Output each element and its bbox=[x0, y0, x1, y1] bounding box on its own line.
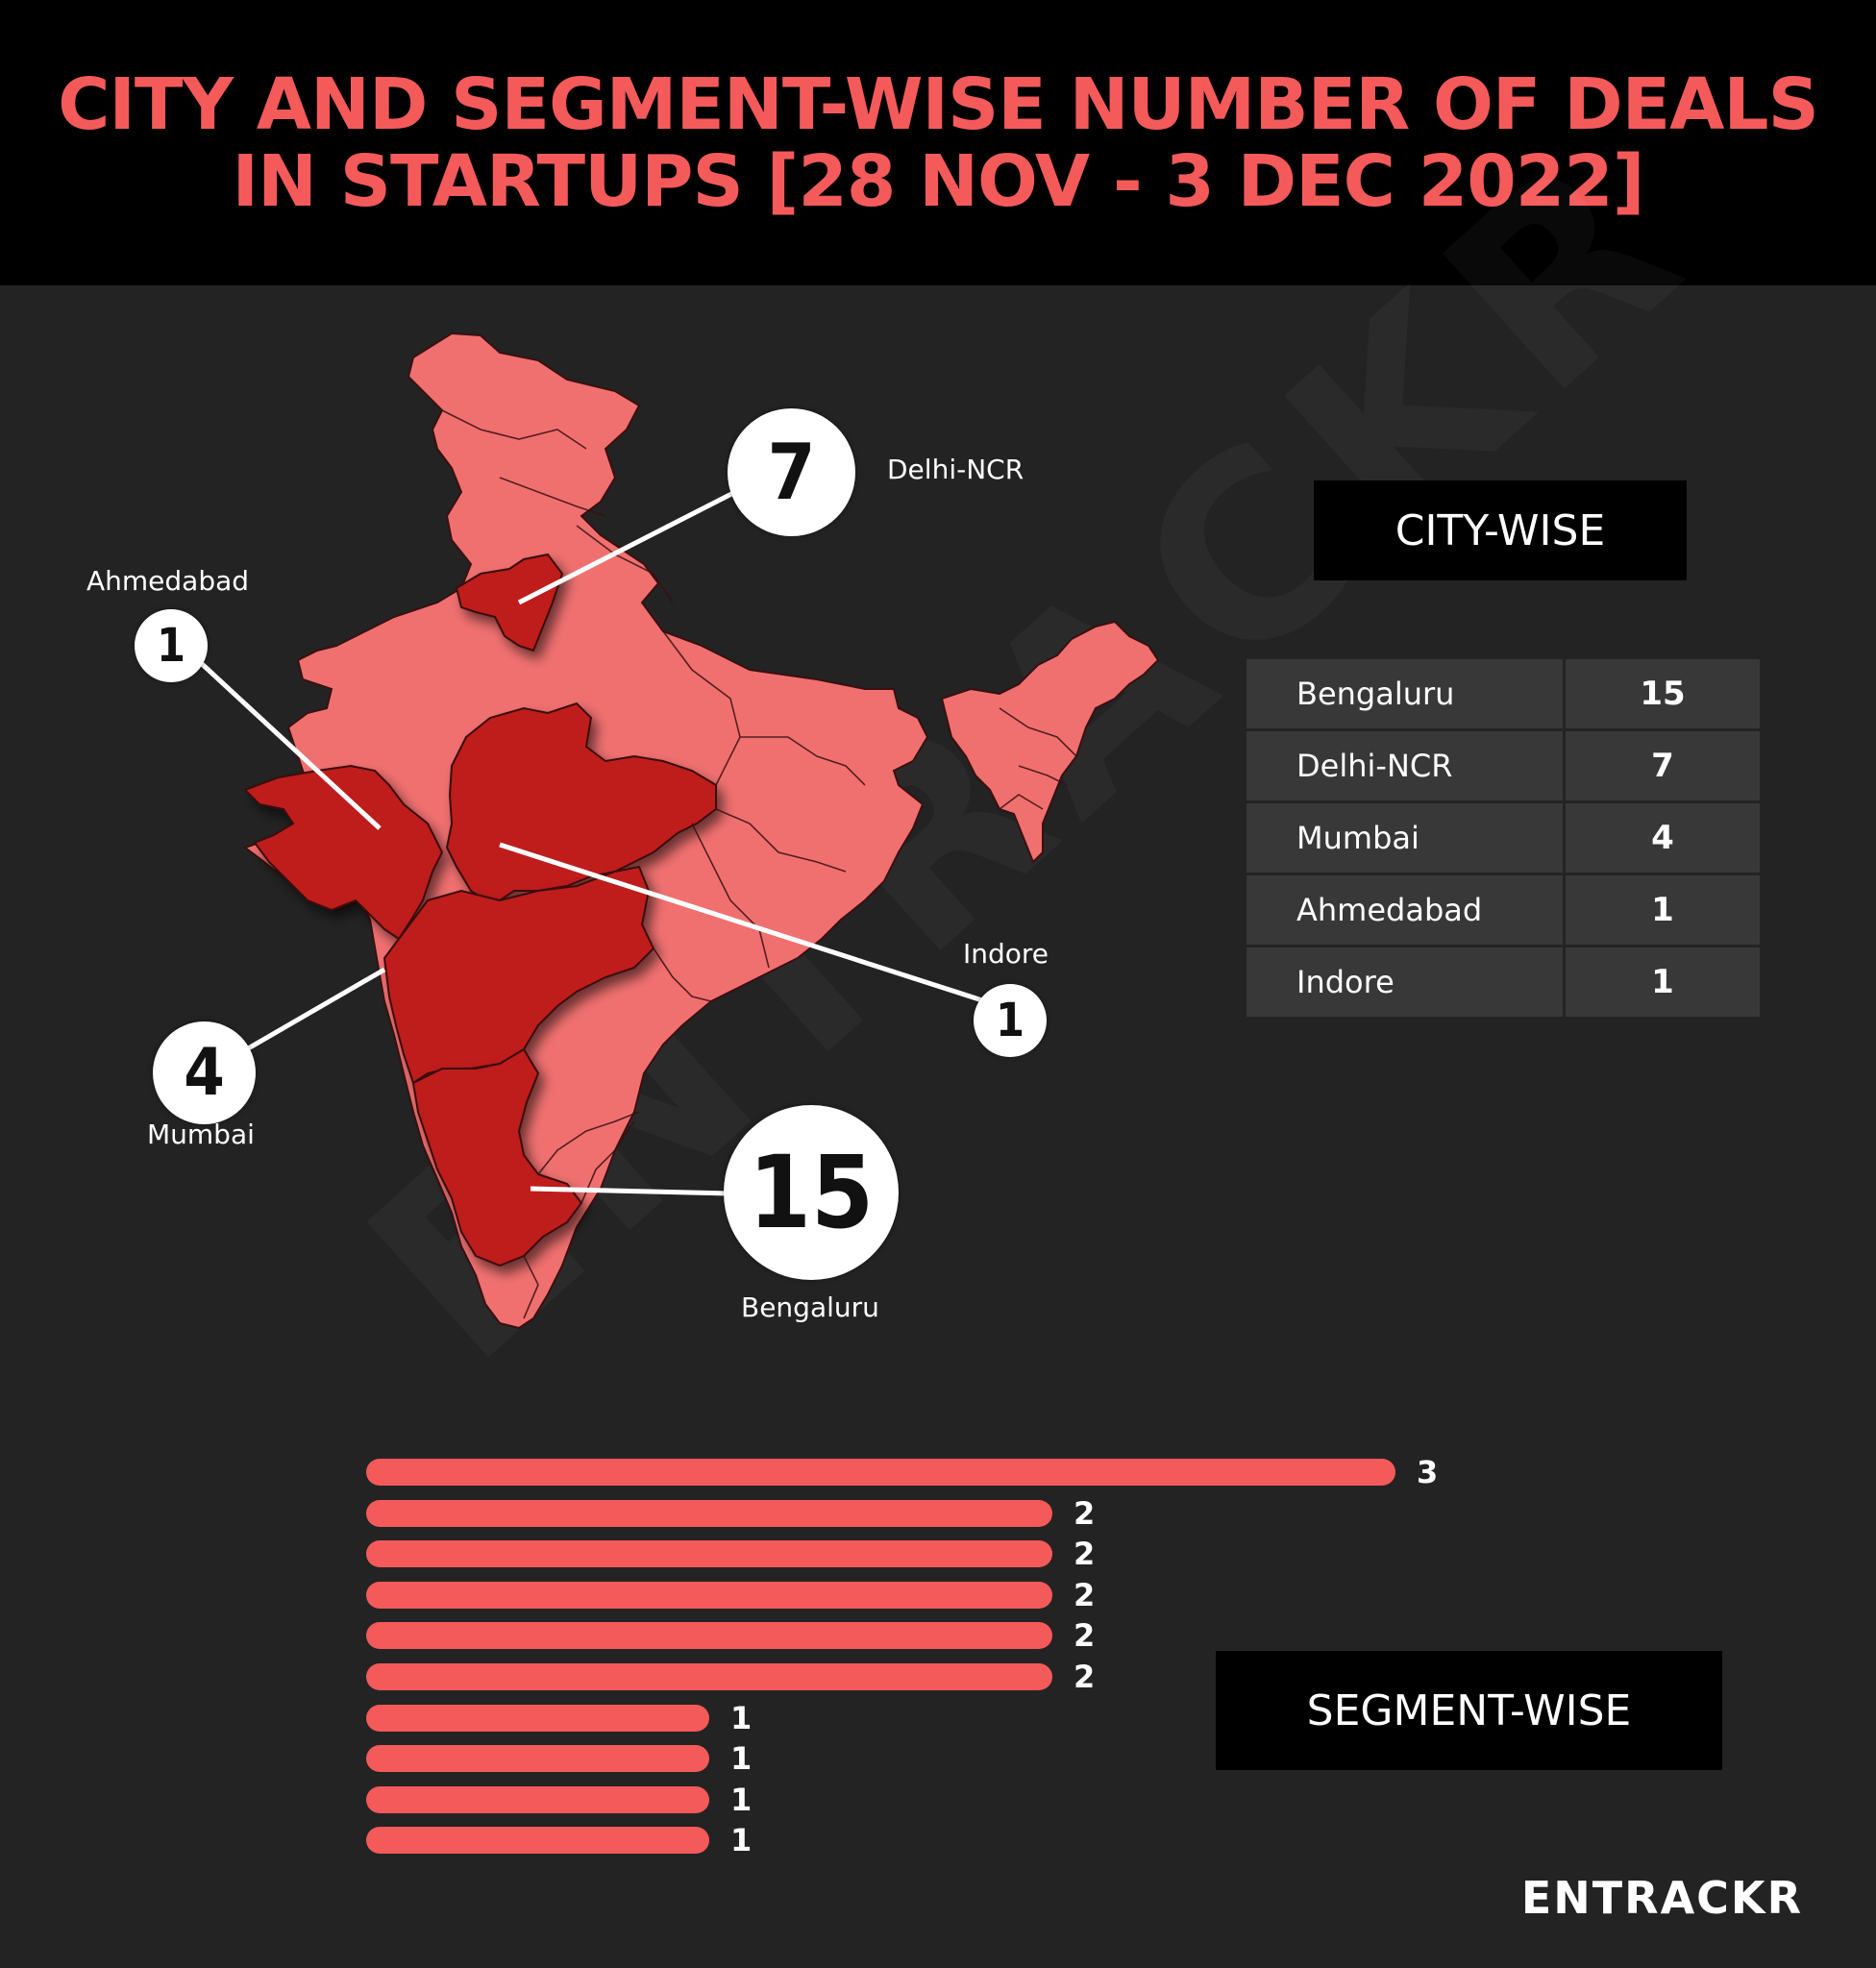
bubble-delhi-ncr: 7 bbox=[728, 408, 855, 536]
bar-value-label: 2 bbox=[1074, 1659, 1096, 1695]
bar bbox=[366, 1581, 1052, 1609]
bar bbox=[366, 1459, 1395, 1486]
label-indore: Indore bbox=[963, 938, 1049, 970]
title-line-2: IN STARTUPS [28 NOV - 3 DEC 2022] bbox=[232, 140, 1644, 223]
table-row: Indore 1 bbox=[1247, 947, 1760, 1017]
label-mumbai: Mumbai bbox=[147, 1119, 255, 1150]
bar-value-label: 2 bbox=[1074, 1494, 1096, 1532]
city-count: 7 bbox=[1566, 731, 1760, 800]
bubble-indore: 1 bbox=[974, 984, 1047, 1057]
bar bbox=[366, 1745, 709, 1773]
city-name: Bengaluru bbox=[1247, 659, 1563, 728]
city-count: 4 bbox=[1566, 803, 1760, 873]
table-row: Bengaluru 15 bbox=[1247, 659, 1760, 728]
india-map bbox=[198, 332, 1160, 1330]
bar-value-label: 2 bbox=[1074, 1576, 1096, 1613]
label-bengaluru: Bengaluru bbox=[741, 1292, 879, 1323]
bar bbox=[366, 1827, 709, 1855]
city-name: Indore bbox=[1247, 947, 1563, 1017]
bar bbox=[366, 1785, 709, 1813]
state-borders bbox=[441, 409, 1077, 1319]
city-count: 15 bbox=[1566, 659, 1760, 728]
bubble-ahmedabad: 1 bbox=[135, 609, 208, 682]
header: CITY AND SEGMENT-WISE NUMBER OF DEALS IN… bbox=[0, 0, 1876, 285]
bar-value-label: 2 bbox=[1074, 1617, 1096, 1655]
title-line-1: CITY AND SEGMENT-WISE NUMBER OF DEALS bbox=[58, 63, 1819, 146]
table-row: Ahmedabad 1 bbox=[1247, 875, 1760, 945]
city-wise-table: Bengaluru 15 Delhi-NCR 7 Mumbai 4 Ahmeda… bbox=[1247, 659, 1760, 1020]
table-row: Delhi-NCR 7 bbox=[1247, 731, 1760, 800]
pointer-ahmedabad bbox=[198, 660, 382, 830]
bar-value-label: 3 bbox=[1417, 1454, 1439, 1490]
bar bbox=[366, 1540, 1052, 1568]
segment-wise-label: SEGMENT-WISE bbox=[1216, 1651, 1722, 1770]
pointer-indore bbox=[499, 842, 986, 1004]
bar bbox=[366, 1704, 709, 1732]
bar bbox=[366, 1622, 1052, 1650]
bar-value-label: 1 bbox=[730, 1781, 753, 1818]
bar-value-label: 1 bbox=[730, 1699, 753, 1736]
city-name: Delhi-NCR bbox=[1247, 731, 1563, 800]
label-delhi-ncr: Delhi-NCR bbox=[887, 454, 1024, 485]
city-wise-label: CITY-WISE bbox=[1314, 480, 1687, 580]
bar bbox=[366, 1499, 1052, 1527]
city-name: Ahmedabad bbox=[1247, 875, 1563, 945]
city-count: 1 bbox=[1566, 875, 1760, 945]
north-east-region bbox=[940, 620, 1160, 864]
bar-value-label: 2 bbox=[1074, 1536, 1096, 1573]
bubble-mumbai: 4 bbox=[153, 1021, 256, 1124]
label-ahmedabad: Ahmedabad bbox=[86, 565, 250, 597]
bar bbox=[366, 1663, 1052, 1690]
maharashtra-region bbox=[383, 865, 655, 1085]
pointer-mumbai bbox=[236, 967, 386, 1057]
delhi-ncr-region bbox=[455, 553, 564, 652]
bar-value-label: 1 bbox=[730, 1740, 753, 1778]
bubble-bengaluru: 15 bbox=[724, 1105, 899, 1280]
bar-value-label: 1 bbox=[730, 1822, 753, 1859]
gujarat-region bbox=[243, 764, 444, 941]
callout-lines bbox=[198, 489, 986, 1196]
brand-logo: ENTRACKR bbox=[1520, 1872, 1803, 1924]
pointer-delhi bbox=[517, 489, 737, 605]
city-name: Mumbai bbox=[1247, 803, 1563, 873]
city-count: 1 bbox=[1566, 947, 1760, 1017]
pointer-bengaluru bbox=[530, 1186, 731, 1196]
table-row: Mumbai 4 bbox=[1247, 803, 1760, 873]
